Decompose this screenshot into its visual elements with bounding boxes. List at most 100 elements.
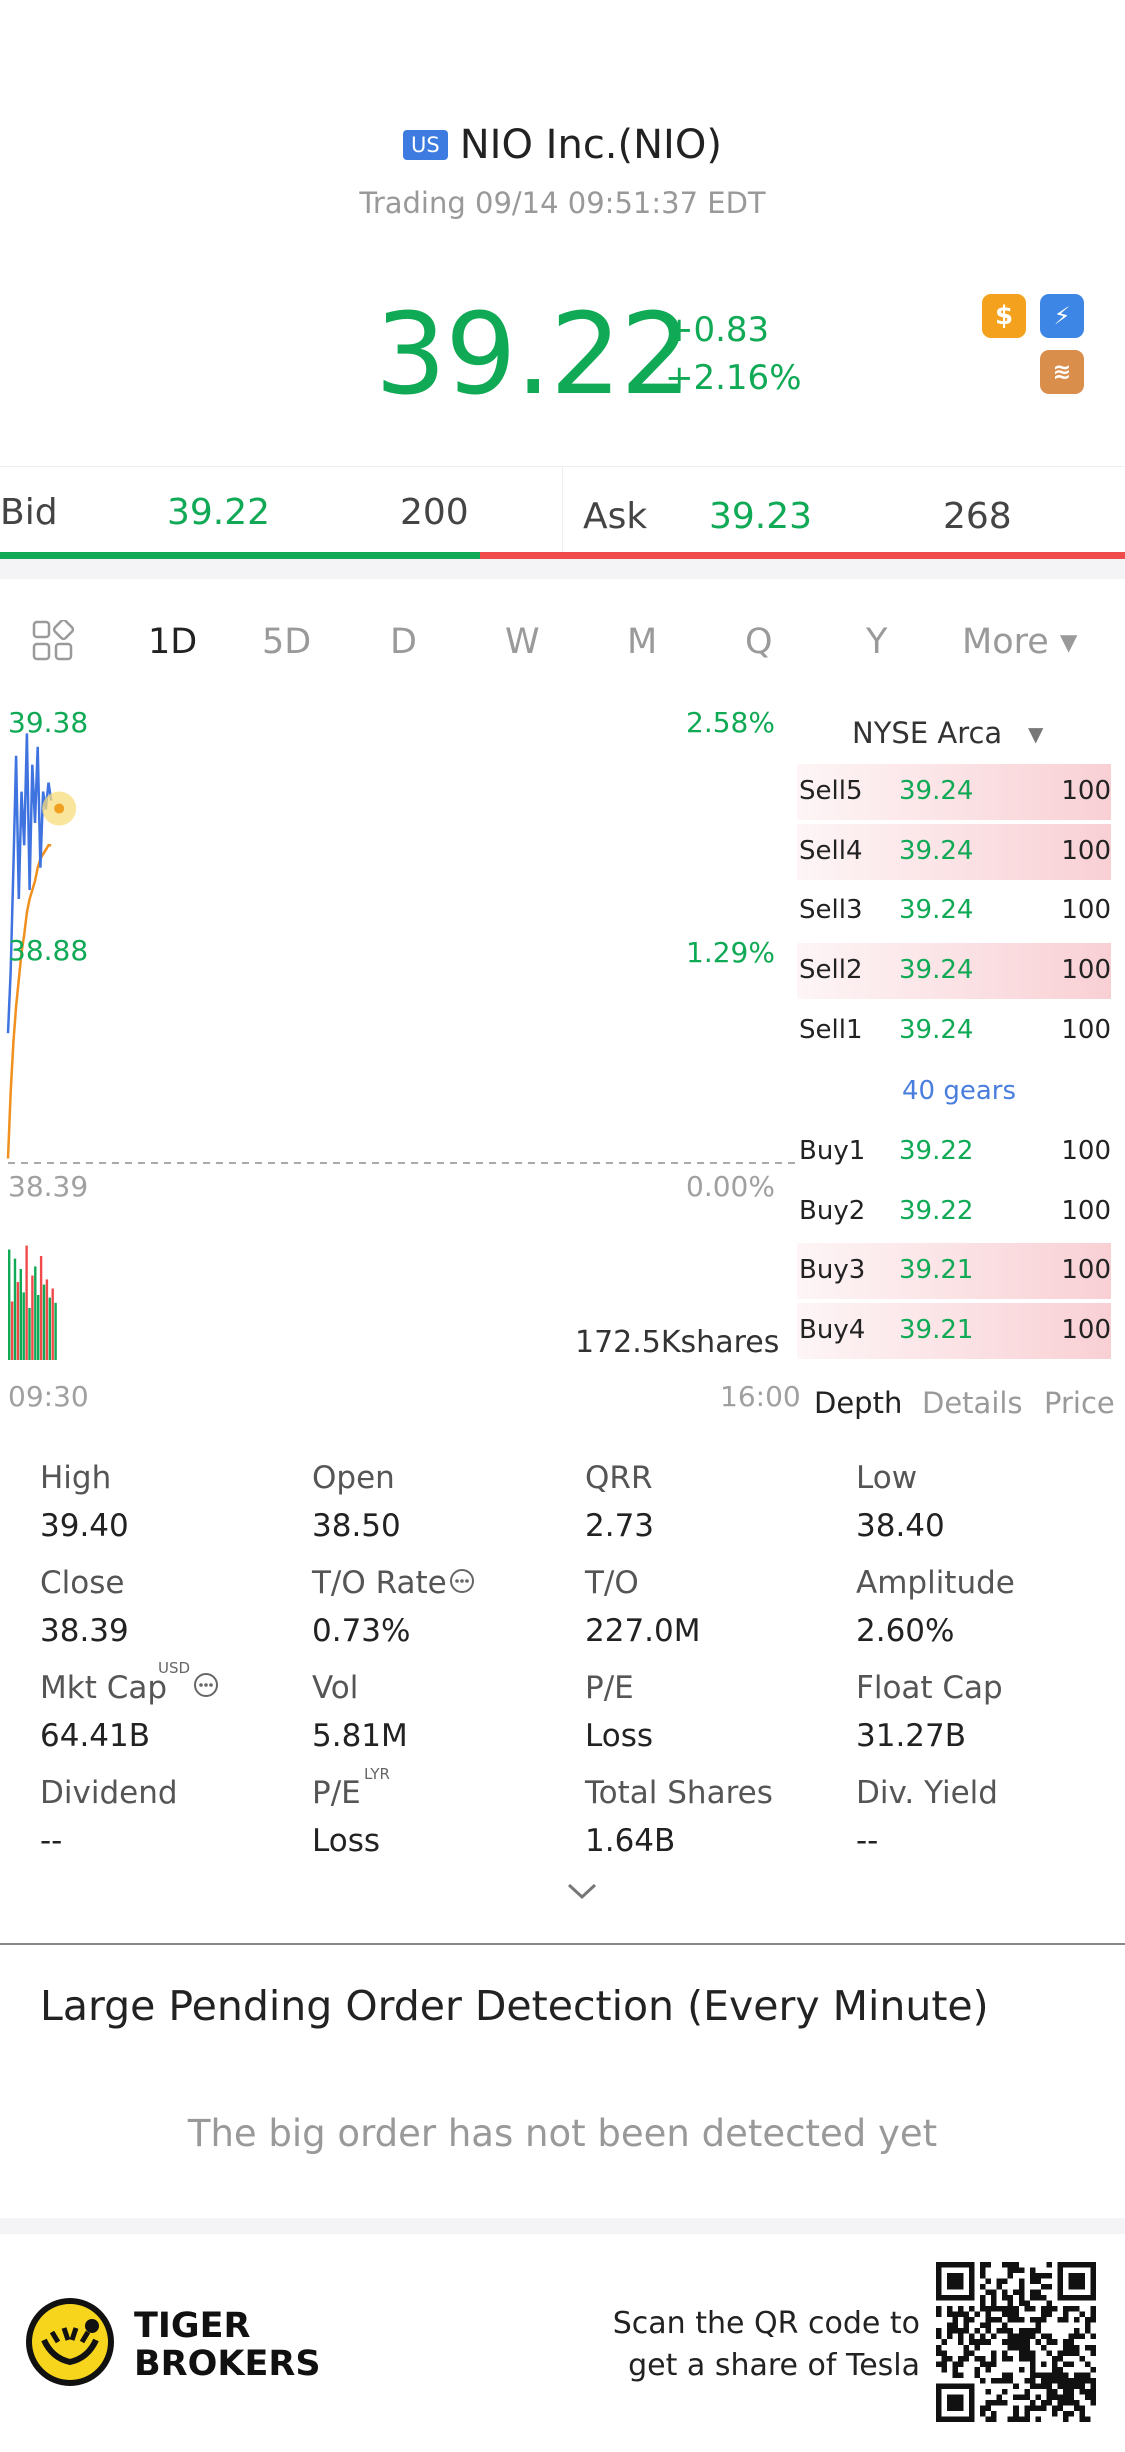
y-axis-mid-label: 38.88 (8, 934, 89, 967)
level-qty: 100 (1061, 895, 1111, 926)
stat-label: Amplitude (856, 1565, 1015, 1601)
stat-value: 38.40 (856, 1508, 945, 1544)
level-label: Buy4 (799, 1315, 866, 1346)
pct-top-label: 2.58% (686, 706, 775, 739)
brand-name: TIGER (134, 2306, 251, 2346)
section-separator (0, 2218, 1125, 2234)
market-flag: US (403, 130, 448, 160)
stat-label: Mkt Cap (40, 1670, 168, 1706)
tab-price[interactable]: Price (1044, 1386, 1115, 1420)
pct-base-label: 0.00% (686, 1170, 775, 1203)
volume-bar (16, 1282, 20, 1360)
tab-day[interactable]: D (390, 622, 417, 662)
volume-bar (25, 1245, 28, 1360)
level-qty: 100 (1061, 1136, 1111, 1166)
stat-label: Dividend (40, 1775, 178, 1811)
level-qty: 100 (1061, 1195, 1111, 1226)
stat-value: 38.39 (40, 1613, 129, 1649)
level-qty: 100 (1061, 835, 1111, 866)
volume-bar (28, 1308, 31, 1360)
stat-label: P/E (312, 1775, 361, 1811)
layers-badge-icon[interactable]: ≋ (1040, 350, 1084, 394)
order-book-row: Sell5 39.24 100 (797, 764, 1111, 820)
chevron-down-icon[interactable] (565, 1880, 599, 1902)
price-change-percent: +2.16% (665, 358, 802, 398)
level-price: 39.24 (899, 776, 974, 806)
level-label: Buy1 (799, 1136, 866, 1166)
tab-quarter[interactable]: Q (745, 622, 773, 662)
caret-down-icon[interactable]: ▼ (1028, 722, 1044, 746)
order-book-row: Sell1 39.24 100 (797, 1003, 1111, 1059)
average-price-line (6, 844, 52, 1159)
stat-value: 31.27B (856, 1718, 967, 1754)
empty-state-text: The big order has not been detected yet (187, 2112, 938, 2155)
order-book-row: Buy1 39.22 100 (797, 1124, 1111, 1180)
y-axis-top-label: 39.38 (8, 706, 89, 739)
stat-label: Close (40, 1565, 125, 1601)
tab-depth[interactable]: Depth (814, 1386, 903, 1420)
volume-bar (10, 1301, 14, 1360)
lyr-superscript: LYR (364, 1765, 390, 1783)
stat-value: 1.64B (585, 1823, 676, 1859)
dollar-badge-icon[interactable]: $ (982, 294, 1026, 338)
bid-ratio-bar (0, 552, 481, 559)
volume-bar (22, 1292, 25, 1360)
more-info-icon[interactable] (193, 1672, 219, 1698)
stat-value: 2.60% (856, 1613, 955, 1649)
exchange-selector[interactable]: NYSE Arca (852, 716, 1003, 750)
order-book-row: Buy4 39.21 100 (797, 1303, 1111, 1360)
volume-bar (37, 1295, 40, 1360)
time-start-label: 09:30 (8, 1380, 89, 1413)
divider (562, 466, 563, 552)
volume-bar (34, 1266, 37, 1360)
level-price: 39.24 (899, 895, 974, 926)
more-info-icon[interactable] (449, 1568, 475, 1594)
volume-bars (8, 1245, 57, 1360)
level-label: Buy3 (799, 1255, 866, 1286)
tab-details[interactable]: Details (922, 1386, 1023, 1420)
level-label: Sell2 (799, 955, 863, 986)
stock-title: US NIO Inc.(NIO) (0, 122, 1125, 168)
stat-value: -- (856, 1823, 879, 1859)
level-label: Sell4 (799, 835, 863, 866)
level-qty: 100 (1061, 955, 1111, 986)
stat-label: High (40, 1460, 112, 1496)
stat-label: Float Cap (856, 1670, 1003, 1706)
level-qty: 100 (1061, 776, 1111, 806)
stat-value: 38.50 (312, 1508, 401, 1544)
volume-bar (42, 1284, 46, 1360)
tiger-logo-icon (26, 2298, 114, 2386)
price-change: +0.83 (665, 310, 770, 350)
stat-value: Loss (585, 1718, 653, 1754)
tab-5d[interactable]: 5D (262, 622, 312, 662)
intraday-chart[interactable] (0, 700, 800, 1420)
gears-link[interactable]: 40 gears (902, 1076, 1017, 1106)
qr-code-icon[interactable] (936, 2262, 1096, 2422)
ask-price: 39.23 (709, 496, 813, 537)
tab-more[interactable]: More ▾ (962, 622, 1078, 662)
order-book-row: Buy2 39.22 100 (797, 1184, 1111, 1240)
stat-value: Loss (312, 1823, 380, 1859)
volume-bar (54, 1302, 57, 1360)
ask-size: 268 (943, 496, 1012, 537)
divider (0, 1943, 1125, 1945)
stat-value: 0.73% (312, 1613, 411, 1649)
level-qty: 100 (1061, 1315, 1111, 1346)
stat-label: T/O (585, 1565, 639, 1601)
level-label: Sell3 (799, 895, 863, 926)
volume-bar (39, 1256, 43, 1360)
order-book-row: Sell3 39.24 100 (797, 883, 1111, 939)
tab-year[interactable]: Y (866, 622, 888, 662)
stat-label: Vol (312, 1670, 359, 1706)
grid-icon[interactable] (32, 620, 74, 662)
last-price: 39.22 (375, 290, 692, 420)
tab-week[interactable]: W (505, 622, 540, 662)
tab-1d[interactable]: 1D (148, 622, 198, 662)
ask-label: Ask (583, 496, 648, 537)
stock-name: NIO Inc.(NIO) (459, 122, 722, 168)
volume-bar (13, 1258, 17, 1360)
stat-label: QRR (585, 1460, 653, 1496)
flash-badge-icon[interactable]: ⚡ (1040, 294, 1084, 338)
bid-price: 39.22 (167, 492, 271, 533)
tab-month[interactable]: M (627, 622, 658, 662)
